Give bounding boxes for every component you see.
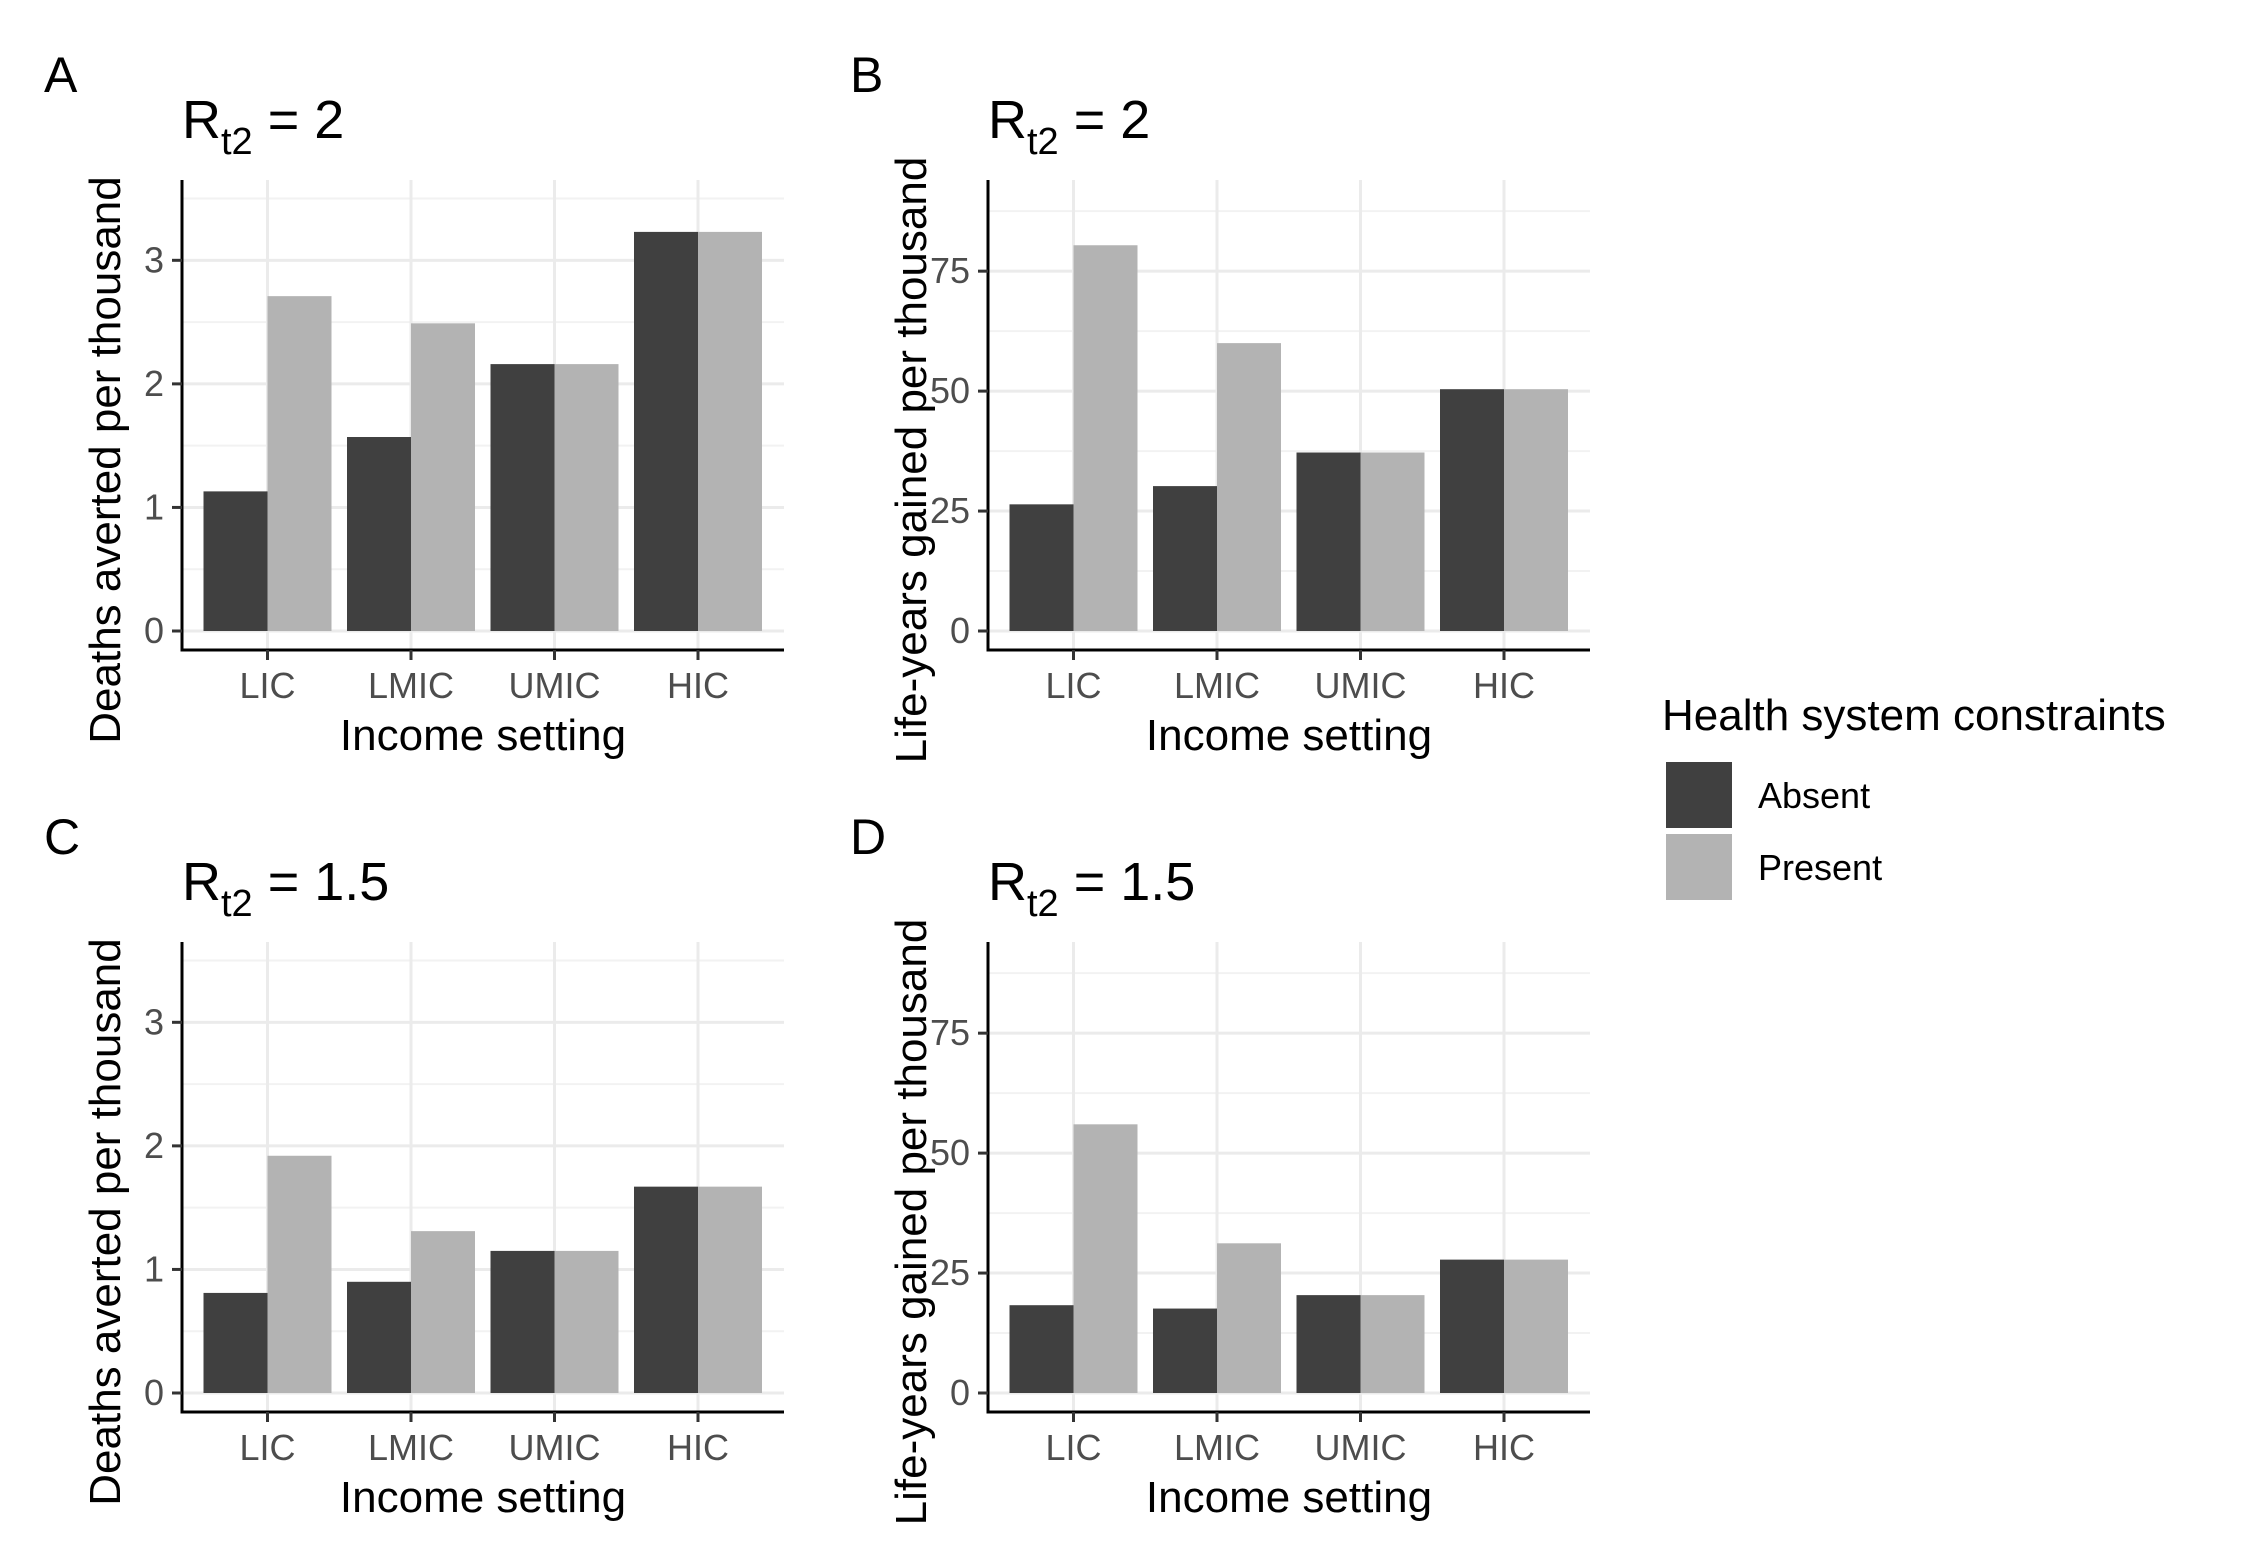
x-tick-label: HIC — [1473, 665, 1535, 706]
panel-letter: D — [850, 809, 886, 865]
panel-title: Rt2 = 2 — [988, 90, 1150, 163]
y-tick-label: 2 — [144, 363, 164, 404]
y-tick-label: 3 — [144, 239, 164, 280]
y-tick-label: 2 — [144, 1125, 164, 1166]
bar-absent-hic — [1440, 389, 1504, 631]
bar-absent-lic — [1009, 1305, 1074, 1393]
x-tick-label: UMIC — [509, 1427, 601, 1468]
y-axis-title: Life-years gained per thousand — [887, 919, 936, 1526]
bar-present-lmic — [411, 323, 475, 631]
y-tick-label: 25 — [930, 490, 970, 531]
bar-absent-hic — [1440, 1259, 1504, 1393]
y-tick-label: 1 — [144, 1248, 164, 1289]
panel-b: 0 25 50 75 LIC LMIC UMIC HIC Income setting Life-… — [850, 47, 1590, 763]
bar-present-lic — [1073, 1124, 1138, 1393]
x-tick-label: LIC — [1045, 1427, 1101, 1468]
bar-absent-lic — [203, 491, 268, 631]
panel-title: Rt2 = 1.5 — [988, 852, 1195, 925]
bar-absent-lmic — [347, 1281, 411, 1393]
y-tick-label: 3 — [144, 1001, 164, 1042]
x-tick-label: HIC — [667, 1427, 729, 1468]
bar-present-umic — [554, 364, 619, 631]
y-tick-label: 0 — [144, 610, 164, 651]
x-tick-label: LMIC — [368, 1427, 454, 1468]
x-tick-label: HIC — [1473, 1427, 1535, 1468]
bar-present-hic — [1504, 389, 1568, 631]
x-tick-label: HIC — [667, 665, 729, 706]
y-tick-label: 50 — [930, 1132, 970, 1173]
bar-absent-hic — [634, 1186, 698, 1393]
panel-letter: C — [44, 809, 80, 865]
y-tick-label: 0 — [950, 1372, 970, 1413]
bar-absent-hic — [634, 231, 698, 632]
bar-present-umic — [554, 1250, 619, 1393]
bar-present-hic — [698, 1186, 762, 1393]
y-tick-label: 0 — [144, 1372, 164, 1413]
y-axis-title: Deaths averted per thousand — [81, 176, 130, 744]
panel-letter: B — [850, 47, 883, 103]
bar-present-hic — [1504, 1259, 1568, 1393]
legend-label-present: Present — [1758, 847, 1882, 888]
legend-label-absent: Absent — [1758, 775, 1870, 816]
x-tick-label: LIC — [1045, 665, 1101, 706]
y-tick-label: 25 — [930, 1252, 970, 1293]
x-tick-label: LMIC — [1174, 665, 1260, 706]
bar-absent-lic — [203, 1292, 268, 1393]
legend-key-present — [1666, 834, 1732, 900]
x-tick-label: UMIC — [1315, 1427, 1407, 1468]
x-axis-title: Income setting — [340, 711, 626, 760]
panel-c: 0 1 2 3 LIC LMIC UMIC HIC Income setting Deaths a… — [44, 809, 784, 1522]
y-tick-label: 0 — [950, 610, 970, 651]
bar-present-lic — [1073, 245, 1138, 631]
x-tick-label: UMIC — [1315, 665, 1407, 706]
bar-absent-umic — [490, 364, 555, 631]
bar-absent-lmic — [1153, 1308, 1217, 1393]
x-tick-label: LIC — [239, 1427, 295, 1468]
bar-present-hic — [698, 231, 762, 632]
x-tick-label: LMIC — [1174, 1427, 1260, 1468]
x-axis-title: Income setting — [340, 1473, 626, 1522]
panel-title: Rt2 = 1.5 — [182, 852, 389, 925]
panel-d: 0 25 50 75 LIC LMIC UMIC HIC Income setting Life-… — [850, 809, 1590, 1525]
bar-present-lmic — [1217, 1243, 1281, 1393]
y-tick-label: 50 — [930, 370, 970, 411]
panel-title: Rt2 = 2 — [182, 90, 344, 163]
y-tick-label: 1 — [144, 486, 164, 527]
legend: Health system constraints Absent Present — [1662, 691, 2166, 900]
bar-absent-umic — [1296, 452, 1361, 631]
x-axis-title: Income setting — [1146, 711, 1432, 760]
bar-absent-umic — [490, 1250, 555, 1393]
y-tick-label: 75 — [930, 1012, 970, 1053]
legend-title: Health system constraints — [1662, 691, 2166, 740]
bar-present-lic — [267, 1155, 332, 1393]
x-tick-label: UMIC — [509, 665, 601, 706]
y-tick-label: 75 — [930, 250, 970, 291]
panel-a: 0 1 2 3 LIC LMIC UMIC HIC Income setting Deaths a… — [44, 47, 784, 760]
y-axis-title: Deaths averted per thousand — [81, 938, 130, 1506]
x-tick-label: LIC — [239, 665, 295, 706]
legend-key-absent — [1666, 762, 1732, 828]
bar-absent-lmic — [347, 437, 411, 631]
bar-present-lic — [267, 296, 332, 631]
bar-present-umic — [1360, 1295, 1425, 1393]
x-tick-label: LMIC — [368, 665, 454, 706]
y-axis-title: Life-years gained per thousand — [887, 157, 936, 764]
panel-letter: A — [44, 47, 78, 103]
bar-present-lmic — [411, 1231, 475, 1393]
bar-absent-umic — [1296, 1295, 1361, 1393]
bar-present-umic — [1360, 452, 1425, 631]
bar-absent-lmic — [1153, 486, 1217, 631]
bar-absent-lic — [1009, 504, 1074, 631]
x-axis-title: Income setting — [1146, 1473, 1432, 1522]
bar-present-lmic — [1217, 343, 1281, 631]
